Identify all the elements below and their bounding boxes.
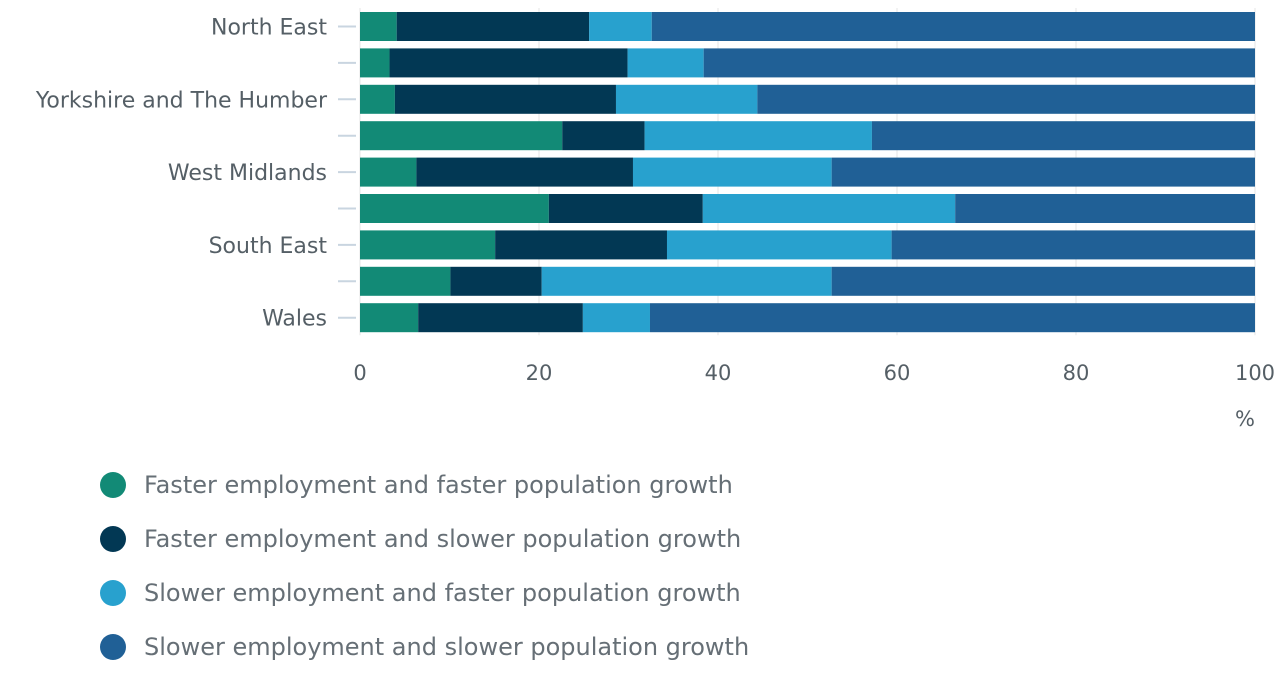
bar-segment [627, 48, 704, 78]
chart-legend: Faster employment and faster population … [100, 458, 749, 674]
x-tick-label: 100 [1235, 361, 1275, 385]
bar-segment [666, 230, 892, 260]
category-label: North East [211, 16, 327, 41]
legend-label: Slower employment and slower population … [144, 633, 750, 661]
bar-segment [360, 12, 397, 41]
bar-segment [632, 157, 832, 187]
bar-segment [495, 230, 667, 260]
x-tick-label: 0 [353, 361, 366, 385]
bar-segment [418, 303, 583, 333]
category-label: West Midlands [168, 161, 327, 186]
bar-segment [360, 194, 549, 223]
bar-segment [582, 303, 650, 333]
bar-segment [891, 230, 1255, 260]
bar-segment [416, 157, 633, 187]
legend-label: Faster employment and slower population … [144, 525, 742, 553]
stacked-bar-chart: North East Yorkshire and The Humber West M… [35, 8, 1275, 431]
bar-segment [360, 157, 417, 187]
bar-segment [703, 48, 1255, 78]
bar-segment [649, 303, 1255, 333]
x-axis-unit: % [1235, 407, 1255, 431]
bar-segment [450, 266, 542, 296]
category-label: Yorkshire and The Humber [35, 88, 328, 113]
x-tick-label: 40 [705, 361, 732, 385]
bar-segment [394, 84, 616, 114]
bar-segment [955, 194, 1255, 223]
bar-segment [562, 121, 645, 151]
x-tick-label: 80 [1063, 361, 1090, 385]
legend-item[interactable]: Faster employment and faster population … [100, 458, 749, 512]
bar-segment [831, 266, 1255, 296]
legend-label: Slower employment and faster population … [144, 579, 741, 607]
x-tick-label: 60 [884, 361, 911, 385]
bar-segment [396, 12, 590, 41]
x-tick-label: 20 [526, 361, 553, 385]
bar-segment [360, 230, 496, 260]
legend-swatch [100, 580, 126, 606]
category-label: South East [209, 234, 328, 259]
legend-swatch [100, 634, 126, 660]
bar-segment [360, 303, 419, 333]
bar-segment [541, 266, 832, 296]
bar-segment [360, 121, 563, 151]
bar-segment [548, 194, 703, 223]
bar-segment [360, 84, 395, 114]
legend-swatch [100, 472, 126, 498]
bar-segment [360, 48, 390, 78]
bar-segment [871, 121, 1255, 151]
bar-segment [651, 12, 1255, 41]
legend-item[interactable]: Slower employment and slower population … [100, 620, 749, 674]
bar-segment [831, 157, 1255, 187]
chart-root: North East Yorkshire and The Humber West M… [35, 8, 1275, 661]
bar-segment [589, 12, 652, 41]
bar-segment [757, 84, 1255, 114]
bar-segment [644, 121, 872, 151]
legend-swatch [100, 526, 126, 552]
legend-label: Faster employment and faster population … [144, 471, 733, 499]
legend-item[interactable]: Slower employment and faster population … [100, 566, 749, 620]
bar-segment [615, 84, 758, 114]
bar-segment [389, 48, 628, 78]
bar-segment [360, 266, 451, 296]
category-label: Wales [262, 307, 327, 332]
legend-item[interactable]: Faster employment and slower population … [100, 512, 749, 566]
bar-segment [702, 194, 956, 223]
